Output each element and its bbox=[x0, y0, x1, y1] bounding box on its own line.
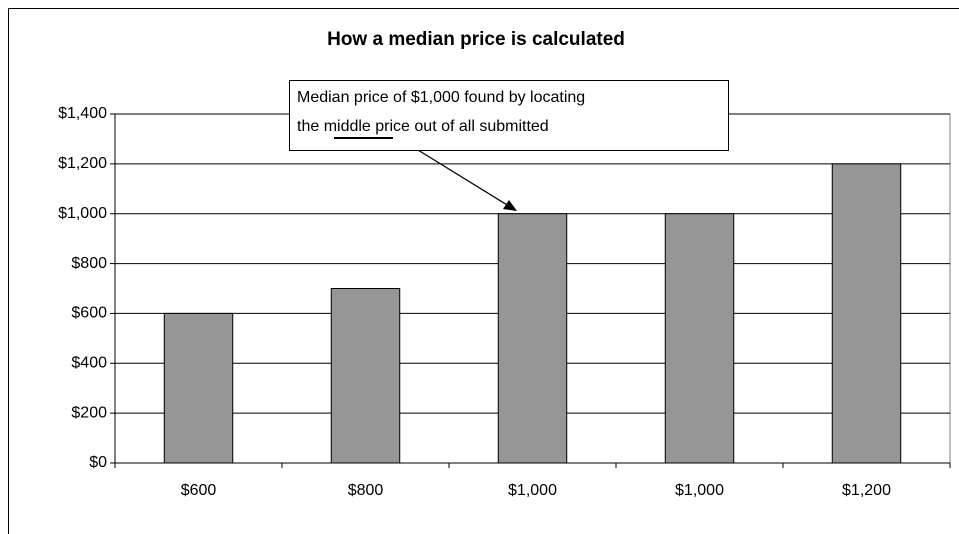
y-tick-label: $400 bbox=[71, 355, 107, 372]
arrow-head bbox=[503, 200, 517, 211]
x-tick-label: $1,200 bbox=[842, 482, 891, 499]
y-tick-label: $1,000 bbox=[58, 205, 107, 222]
bar bbox=[163, 312, 234, 464]
y-tick-label: $600 bbox=[71, 305, 107, 322]
annotation-text: the middle price out of all submitted bbox=[297, 118, 549, 135]
annotation-text: Median price of $1,000 found by locating bbox=[297, 89, 585, 106]
y-tick-label: $1,200 bbox=[58, 155, 107, 172]
x-tick-label: $1,000 bbox=[675, 482, 724, 499]
y-tick-label: $1,400 bbox=[58, 105, 107, 122]
bar bbox=[664, 213, 735, 464]
bar bbox=[497, 213, 568, 464]
y-tick-label: $800 bbox=[71, 255, 107, 272]
x-tick-label: $1,000 bbox=[508, 482, 557, 499]
y-tick-label: $200 bbox=[71, 404, 107, 421]
bar bbox=[330, 288, 401, 464]
chart-title: How a median price is calculated bbox=[327, 29, 625, 50]
y-tick-label: $0 bbox=[89, 454, 107, 471]
x-tick-label: $800 bbox=[348, 482, 384, 499]
bar bbox=[831, 163, 902, 464]
annotation-arrow bbox=[417, 149, 513, 209]
x-tick-label: $600 bbox=[181, 482, 217, 499]
